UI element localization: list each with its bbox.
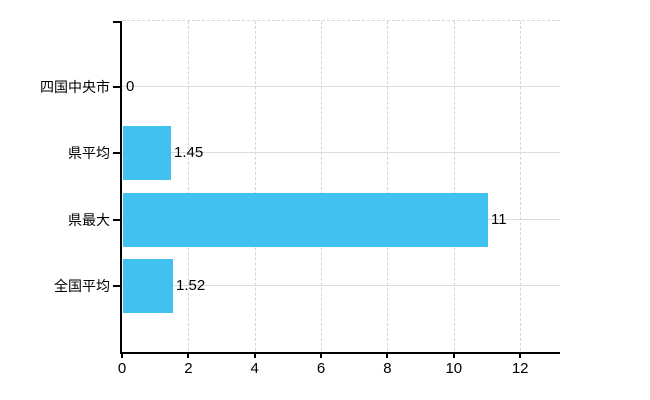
x-axis-tick <box>386 353 389 358</box>
x-tick-label: 0 <box>117 360 127 377</box>
y-axis-tick <box>113 152 121 155</box>
x-tick-label: 6 <box>316 360 326 377</box>
x-axis-tick <box>519 353 522 358</box>
bar <box>123 126 171 181</box>
category-label: 県最大 <box>68 211 110 228</box>
bar <box>123 192 488 247</box>
y-axis <box>120 21 122 354</box>
x-tick-label: 4 <box>250 360 259 377</box>
x-gridline <box>520 21 522 351</box>
x-tick-label: 12 <box>511 360 529 377</box>
x-axis-tick <box>452 353 455 358</box>
x-axis-tick <box>253 353 256 358</box>
x-axis-tick <box>320 353 323 358</box>
bar-value-label: 1.52 <box>176 276 206 294</box>
y-gridline <box>122 284 560 286</box>
bar-value-label: 0 <box>126 78 135 96</box>
category-label: 全国平均 <box>54 277 110 294</box>
y-axis-tick <box>113 218 121 221</box>
x-axis-tick <box>121 353 123 358</box>
x-gridline <box>387 21 389 351</box>
x-gridline <box>321 21 323 351</box>
bar <box>123 258 173 313</box>
x-axis <box>120 352 560 354</box>
x-gridline <box>453 21 455 351</box>
x-gridline <box>188 21 190 351</box>
y-gridline <box>122 86 560 88</box>
y-axis-tick <box>113 284 121 287</box>
x-gridline <box>254 21 256 351</box>
y-gridline <box>122 152 560 154</box>
bar-value-label: 1.45 <box>174 144 204 162</box>
category-label: 県平均 <box>68 145 110 162</box>
x-tick-label: 10 <box>445 360 463 377</box>
bar-value-label: 11 <box>491 210 507 228</box>
x-axis-tick <box>187 353 190 358</box>
x-tick-label: 2 <box>184 360 193 377</box>
category-label: 四国中央市 <box>40 79 110 96</box>
y-axis-top-tick <box>113 21 121 23</box>
y-axis-tick <box>113 86 121 89</box>
plot-top-border <box>122 20 560 21</box>
x-tick-label: 8 <box>383 360 392 377</box>
